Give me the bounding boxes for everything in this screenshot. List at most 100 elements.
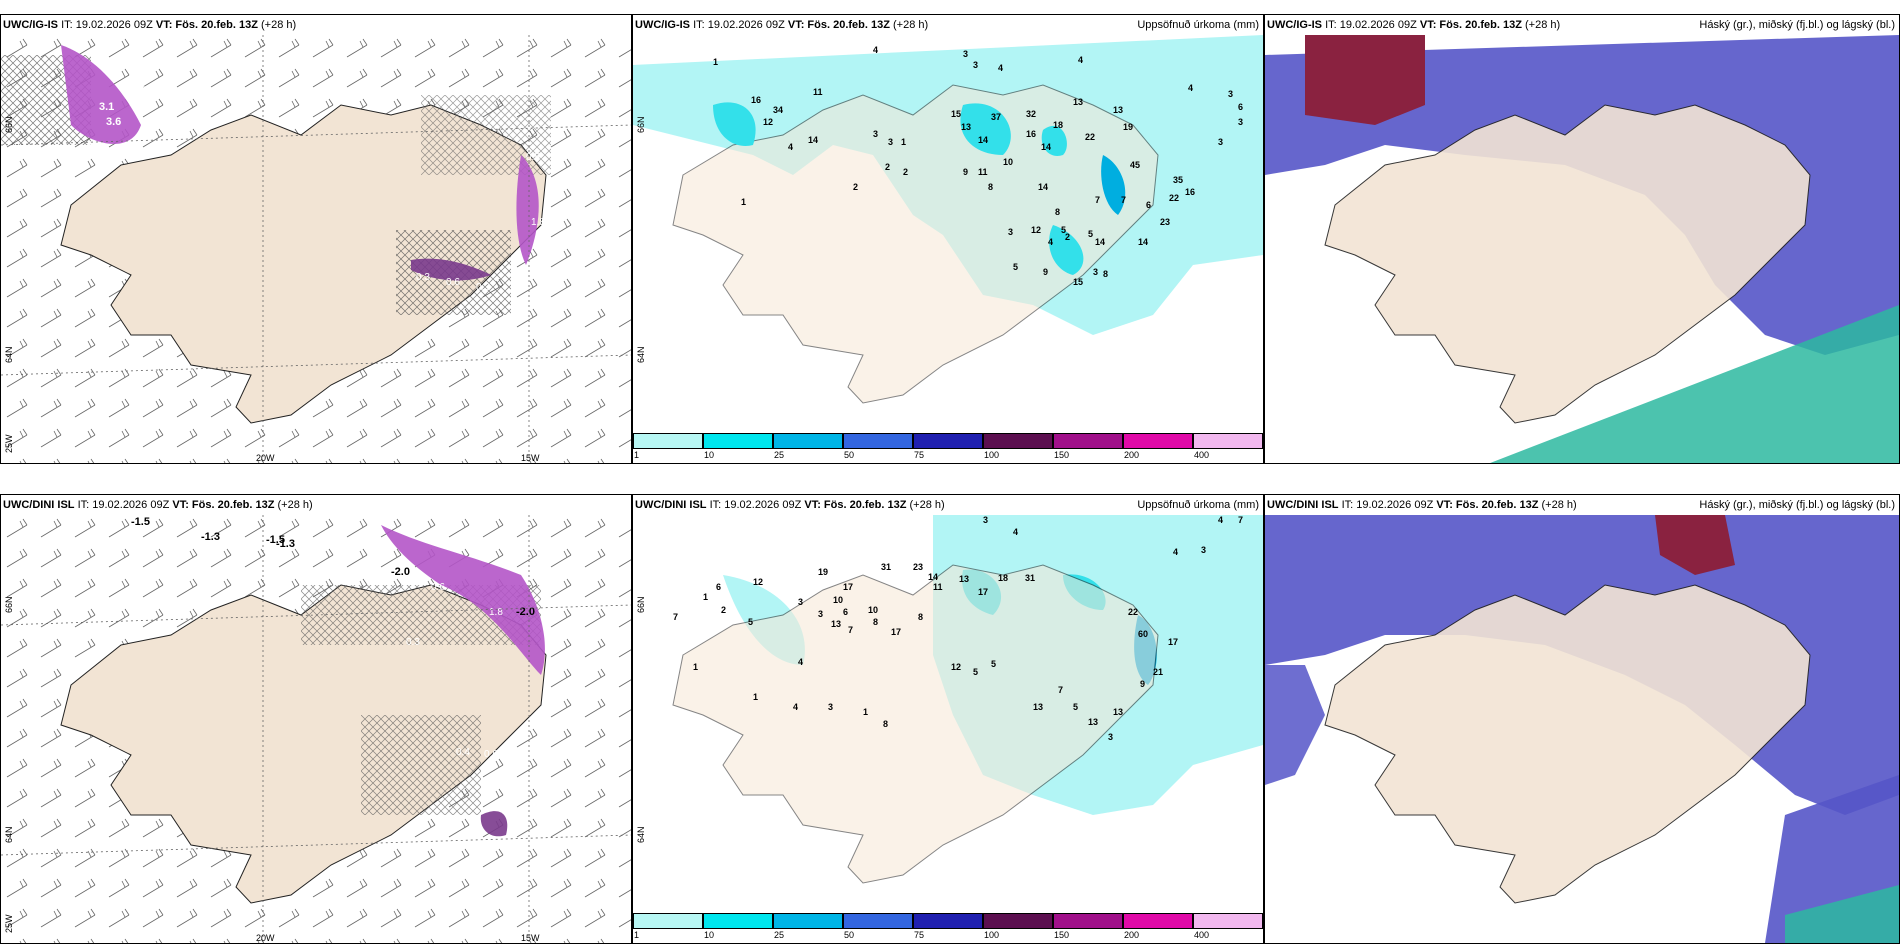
precip-value: 10 (868, 605, 878, 615)
value-label: 0.5 (526, 152, 540, 163)
lead-time: (+28 h) (893, 19, 929, 31)
precip-value: 14 (928, 572, 938, 582)
map-canvas: -1.5 -1.3 -1.5 -1.3 -2.0 -2.0 0.4 0.6 0.… (1, 515, 631, 943)
colorbar-swatch (773, 433, 843, 449)
precip-value: 21 (1153, 667, 1163, 677)
value-label: -2.0 (391, 566, 410, 578)
colorbar-tick: 100 (984, 930, 1000, 940)
precip-value: 15 (951, 109, 961, 119)
precip-value: 45 (1130, 160, 1140, 170)
precip-value: 32 (1026, 109, 1036, 119)
colorbar-swatch (703, 913, 773, 929)
valid-label: VT: (804, 499, 821, 511)
colorbar-swatch (843, 433, 913, 449)
precip-value: 13 (1088, 717, 1098, 727)
map-panel-wind-dini: UWC/DINI ISL IT: 19.02.2026 09Z VT: Fös.… (0, 494, 632, 944)
init-time: IT: 19.02.2026 09Z (693, 19, 785, 31)
colorbar-swatch (913, 433, 983, 449)
colorbar-tick: 100 (984, 450, 1000, 460)
panel-header: UWC/IG-IS IT: 19.02.2026 09Z VT: Fös. 20… (635, 17, 928, 33)
precip-value: 1 (713, 57, 718, 67)
precip-value: 15 (1073, 277, 1083, 287)
precip-value: 7 (1095, 195, 1100, 205)
lat-label: 64N (4, 346, 14, 363)
precip-value: 12 (753, 577, 763, 587)
precip-value: 1 (703, 592, 708, 602)
precip-value: 16 (751, 95, 761, 105)
precip-value: 4 (1218, 515, 1223, 525)
precip-value: 19 (1123, 122, 1133, 132)
precip-value: 14 (1138, 237, 1148, 247)
precip-colorbar: 1 10 25 50 75 100 150 200 400 (633, 433, 1263, 463)
precip-value: 11 (978, 167, 988, 177)
init-time: IT: 19.02.2026 09Z (61, 19, 153, 31)
precip-value: 1 (741, 197, 746, 207)
precip-value: 10 (1003, 157, 1013, 167)
lead-time: (+28 h) (1525, 19, 1561, 31)
precip-value: 2 (721, 605, 726, 615)
precip-value: 7 (848, 625, 853, 635)
precip-value: 7 (1058, 685, 1063, 695)
colorbar-swatch (1193, 913, 1263, 929)
precip-value: 8 (988, 182, 993, 192)
model-name: UWC/IG-IS (635, 19, 690, 31)
precip-value: 17 (891, 627, 901, 637)
valid-time: Fös. 20.feb. 13Z (191, 499, 275, 511)
panel-header: UWC/DINI ISL IT: 19.02.2026 09Z VT: Fös.… (3, 497, 313, 513)
map-canvas: 1 4 3 3 4 4 16 34 11 14 12 4 14 15 13 37… (633, 35, 1263, 435)
precip-value: 3 (1008, 227, 1013, 237)
colorbar-tick: 25 (774, 450, 785, 460)
model-name: UWC/DINI ISL (3, 499, 75, 511)
lead-time: (+28 h) (1541, 499, 1577, 511)
colorbar-swatch (1053, 433, 1123, 449)
precip-value: 12 (1031, 225, 1041, 235)
value-label: 3.6 (106, 116, 121, 128)
precip-value: 5 (991, 659, 996, 669)
precip-value: 23 (913, 562, 923, 572)
colorbar-swatch (983, 433, 1053, 449)
colorbar-swatch (1123, 433, 1193, 449)
colorbar-swatch (633, 433, 703, 449)
map-canvas: 3 4 4 4 3 7 7 1 12 19 17 31 23 11 13 14 … (633, 515, 1263, 915)
precip-value: 5 (1073, 702, 1078, 712)
precip-value: 3 (983, 515, 988, 525)
init-time: IT: 19.02.2026 09Z (77, 499, 170, 511)
precip-value: 9 (1140, 679, 1145, 689)
precip-value: 8 (873, 617, 878, 627)
lon-label: 15W (521, 933, 540, 943)
panel-header: UWC/IG-IS IT: 19.02.2026 09Z VT: Fös. 20… (1267, 17, 1560, 33)
precip-value: 18 (998, 573, 1008, 583)
map-panel-precip-dini: UWC/DINI ISL IT: 19.02.2026 09Z VT: Fös.… (632, 494, 1264, 944)
precip-value: 12 (951, 662, 961, 672)
colorbar-swatch (913, 913, 983, 929)
precip-value: 22 (1169, 193, 1179, 203)
precip-value: 14 (978, 135, 988, 145)
precip-value: 4 (998, 63, 1003, 73)
precip-value: 13 (1033, 702, 1043, 712)
colorbar-tick: 200 (1124, 450, 1140, 460)
precip-value: 6 (843, 607, 848, 617)
valid-time: Fös. 20.feb. 13Z (807, 19, 890, 31)
precip-value: 3 (1108, 732, 1113, 742)
value-label: 1.8 (531, 217, 545, 228)
precip-value: 14 (1041, 142, 1051, 152)
precip-value: 1 (863, 707, 868, 717)
valid-label: VT: (1436, 499, 1453, 511)
valid-time: Fös. 20.feb. 13Z (1455, 499, 1539, 511)
lat-label: 66N (4, 116, 14, 133)
lead-time: (+28 h) (261, 19, 297, 31)
model-name: UWC/IG-IS (3, 19, 58, 31)
value-label: 1.2 (131, 79, 145, 90)
value-label: 0.6 (446, 277, 460, 288)
map-canvas (1265, 35, 1899, 463)
precip-value: 6 (1238, 102, 1243, 112)
precip-value: 34 (773, 105, 783, 115)
precip-value: 7 (673, 612, 678, 622)
precip-value: 4 (793, 702, 798, 712)
precip-value: 1 (693, 662, 698, 672)
precip-value: 4 (1078, 55, 1083, 65)
lead-time: (+28 h) (909, 499, 945, 511)
map-panel-precip-ig: UWC/IG-IS IT: 19.02.2026 09Z VT: Fös. 20… (632, 14, 1264, 464)
iceland-land (672, 84, 1159, 404)
valid-time: Fös. 20.feb. 13Z (823, 499, 907, 511)
